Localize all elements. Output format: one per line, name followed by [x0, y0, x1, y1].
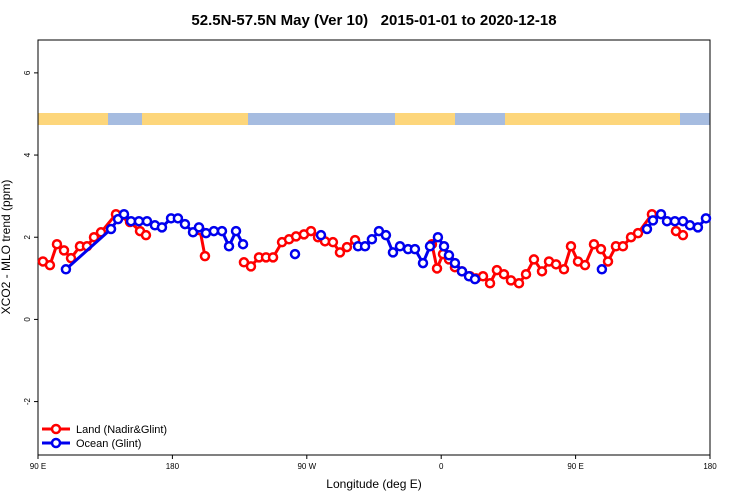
data-point — [105, 223, 117, 235]
data-point — [60, 264, 72, 275]
data-point — [245, 261, 257, 272]
x-tick-label: 90 W — [297, 462, 316, 471]
legend-label: Land (Nadir&Glint) — [76, 424, 167, 436]
data-point — [449, 257, 461, 269]
data-point — [477, 271, 489, 282]
ocean-strip — [680, 113, 710, 125]
plot-frame — [37, 39, 711, 456]
x-tick-label: 90 E — [30, 462, 46, 471]
data-point — [237, 238, 249, 250]
data-point — [380, 229, 392, 241]
data-point — [359, 241, 371, 252]
data-point — [230, 225, 242, 237]
y-tick-label: 2 — [23, 234, 32, 239]
data-point — [141, 215, 153, 227]
data-point — [484, 277, 496, 289]
data-point — [409, 243, 421, 255]
y-tick-label: 6 — [23, 70, 32, 75]
data-point — [179, 218, 191, 230]
data-point — [505, 275, 517, 286]
y-tick-label: 4 — [23, 152, 32, 157]
data-point — [315, 229, 327, 241]
data-point — [140, 229, 152, 241]
data-point — [334, 247, 346, 258]
data-point — [632, 227, 644, 239]
data-point — [641, 223, 653, 235]
data-point — [267, 252, 279, 263]
ocean-strip — [108, 113, 142, 125]
data-point — [558, 264, 570, 275]
data-point — [647, 215, 659, 226]
data-point — [199, 250, 211, 262]
legend-label: Ocean (Glint) — [76, 438, 141, 450]
data-point — [305, 225, 317, 237]
surface-mask-strip — [38, 113, 710, 125]
data-point — [498, 268, 510, 280]
x-tick-label: 180 — [703, 462, 717, 471]
data-point — [536, 266, 548, 277]
y-tick-label: 0 — [23, 317, 32, 322]
data-point — [513, 277, 525, 289]
data-point — [550, 259, 562, 270]
data-point — [565, 241, 577, 252]
data-point — [677, 229, 689, 241]
data-point — [669, 215, 681, 227]
data-point — [417, 257, 429, 269]
data-point — [438, 241, 450, 252]
data-point — [596, 264, 608, 275]
data-point — [588, 238, 600, 250]
data-point — [579, 259, 591, 271]
data-point — [193, 222, 205, 233]
data-point — [655, 208, 667, 220]
x-tick-label: 0 — [439, 462, 444, 471]
data-point — [602, 256, 614, 267]
data-point — [366, 234, 378, 245]
data-point — [595, 243, 607, 255]
data-point — [528, 254, 540, 265]
data-point — [133, 215, 145, 227]
y-tick-label: -2 — [23, 397, 32, 405]
data-point — [443, 250, 455, 261]
data-point — [327, 236, 339, 248]
data-point — [156, 222, 168, 233]
data-point — [394, 241, 406, 252]
data-point — [387, 247, 399, 258]
legend-marker — [50, 437, 62, 449]
data-point — [431, 263, 443, 274]
y-axis-label: XCO2 - MLO trend (ppm) — [0, 180, 13, 315]
data-point — [51, 238, 63, 250]
x-tick-label: 180 — [166, 462, 180, 471]
data-point — [216, 225, 228, 237]
data-point — [118, 208, 130, 220]
data-point — [44, 259, 56, 271]
data-point — [65, 252, 77, 264]
x-tick-label: 90 E — [567, 462, 583, 471]
data-point — [456, 266, 468, 277]
data-point — [432, 231, 444, 243]
legend-marker — [50, 423, 62, 435]
data-point — [208, 225, 220, 237]
data-point — [424, 241, 436, 252]
data-point — [469, 273, 481, 285]
data-point — [341, 241, 353, 253]
data-point — [58, 245, 70, 256]
data-point — [700, 213, 712, 224]
ocean-strip — [248, 113, 395, 125]
ocean-strip — [455, 113, 505, 125]
x-axis-label: Longitude (deg E) — [326, 477, 421, 491]
chart-title: 52.5N-57.5N May (Ver 10) 2015-01-01 to 2… — [191, 12, 556, 29]
data-point — [172, 213, 184, 224]
data-point — [223, 241, 235, 252]
data-point — [88, 231, 100, 243]
data-point — [692, 222, 704, 233]
data-point — [617, 241, 629, 252]
data-point — [520, 268, 532, 280]
data-point — [289, 248, 301, 260]
